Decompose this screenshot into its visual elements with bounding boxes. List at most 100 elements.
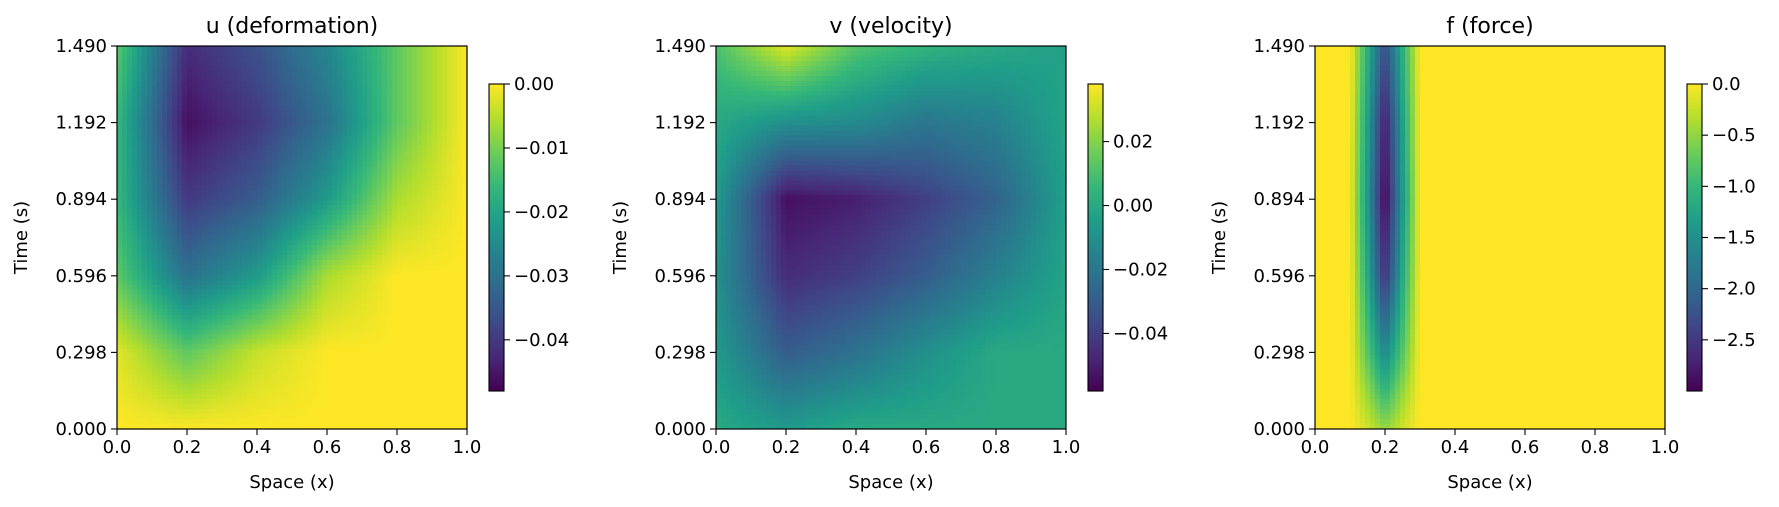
- heatmap-cell: [297, 384, 303, 390]
- heatmap-cell: [242, 180, 248, 186]
- heatmap-cell: [367, 60, 373, 67]
- heatmap-cell: [422, 155, 428, 161]
- heatmap-cell: [197, 115, 203, 122]
- heatmap-cell: [367, 175, 373, 181]
- heatmap-cell: [397, 344, 403, 351]
- heatmap-cell: [177, 369, 183, 375]
- heatmap-cell: [252, 230, 258, 236]
- heatmap-cell: [222, 339, 228, 346]
- heatmap-cell: [357, 125, 363, 132]
- heatmap-cell: [412, 230, 418, 236]
- heatmap-cell: [347, 359, 353, 365]
- heatmap-cell: [317, 170, 323, 176]
- heatmap-cell: [272, 195, 278, 201]
- heatmap-cell: [332, 80, 338, 87]
- heatmap-cell: [327, 80, 333, 87]
- heatmap-cell: [397, 239, 403, 246]
- heatmap-cell: [267, 344, 273, 351]
- heatmap-cell: [327, 339, 333, 346]
- heatmap-cell: [412, 145, 418, 152]
- heatmap-cell: [337, 75, 343, 82]
- heatmap-cell: [397, 80, 403, 87]
- heatmap-cell: [132, 274, 138, 281]
- heatmap-cell: [412, 344, 418, 351]
- heatmap-cell: [147, 85, 153, 92]
- heatmap-cell: [397, 259, 403, 266]
- heatmap-cell: [202, 46, 208, 52]
- heatmap-cell: [457, 299, 463, 306]
- heatmap-cell: [152, 140, 158, 147]
- heatmap-cell: [137, 60, 143, 67]
- heatmap-cell: [442, 210, 448, 216]
- heatmap-cell: [127, 359, 133, 365]
- heatmap-cell: [457, 225, 463, 231]
- heatmap-cell: [237, 150, 243, 157]
- heatmap-cell: [157, 175, 163, 181]
- heatmap-cell: [122, 180, 128, 186]
- heatmap-cell: [152, 75, 158, 82]
- heatmap-cell: [347, 190, 353, 196]
- heatmap-cell: [322, 90, 328, 97]
- heatmap-cell: [142, 319, 148, 326]
- heatmap-cell: [312, 304, 318, 311]
- heatmap-cell: [142, 55, 148, 62]
- heatmap-cell: [407, 160, 413, 166]
- heatmap-cell: [317, 70, 323, 77]
- heatmap-cell: [227, 90, 233, 97]
- heatmap-cell: [432, 150, 438, 157]
- heatmap-cell: [222, 75, 228, 82]
- heatmap-cell: [462, 155, 468, 161]
- heatmap-cell: [392, 140, 398, 147]
- heatmap-cell: [162, 284, 168, 291]
- heatmap-cell: [332, 364, 338, 370]
- heatmap-cell: [262, 115, 268, 122]
- heatmap-cell: [312, 220, 318, 226]
- heatmap-cell: [382, 95, 388, 102]
- heatmap-cell: [197, 135, 203, 142]
- heatmap-cell: [412, 180, 418, 186]
- heatmap-cell: [137, 249, 143, 256]
- heatmap-cell: [207, 60, 213, 67]
- heatmap-cell: [397, 249, 403, 256]
- heatmap-cell: [332, 60, 338, 67]
- heatmap-cell: [357, 254, 363, 261]
- heatmap-cell: [227, 145, 233, 152]
- heatmap-cell: [262, 50, 268, 57]
- heatmap-cell: [167, 90, 173, 97]
- heatmap-cell: [427, 369, 433, 375]
- heatmap-cell: [262, 140, 268, 147]
- heatmap-cell: [272, 239, 278, 246]
- heatmap-cell: [177, 334, 183, 341]
- heatmap-cell: [157, 55, 163, 62]
- heatmap-cell: [232, 225, 238, 231]
- heatmap-cell: [187, 244, 193, 251]
- heatmap-cell: [217, 314, 223, 321]
- heatmap-cell: [412, 150, 418, 157]
- heatmap-cell: [432, 205, 438, 211]
- heatmap-cell: [177, 239, 183, 246]
- heatmap-cell: [152, 299, 158, 306]
- heatmap-cell: [352, 269, 358, 276]
- heatmap-cell: [397, 60, 403, 67]
- heatmap-cell: [262, 329, 268, 336]
- heatmap-cell: [442, 294, 448, 301]
- heatmap-cell: [392, 65, 398, 72]
- heatmap-cell: [237, 125, 243, 132]
- heatmap-cell: [117, 225, 123, 231]
- heatmap-cell: [302, 230, 308, 236]
- heatmap-cell: [332, 55, 338, 62]
- heatmap-cell: [427, 244, 433, 251]
- heatmap-cell: [337, 60, 343, 67]
- heatmap-cell: [397, 125, 403, 132]
- heatmap-cell: [322, 274, 328, 281]
- heatmap-cell: [257, 220, 263, 226]
- heatmap-cell: [332, 145, 338, 152]
- heatmap-cell: [437, 180, 443, 186]
- heatmap-cell: [407, 379, 413, 385]
- heatmap-cell: [302, 319, 308, 326]
- heatmap-cell: [182, 60, 188, 67]
- heatmap-cell: [242, 155, 248, 161]
- heatmap-cell: [407, 264, 413, 271]
- heatmap-cell: [122, 80, 128, 87]
- heatmap-cell: [462, 190, 468, 196]
